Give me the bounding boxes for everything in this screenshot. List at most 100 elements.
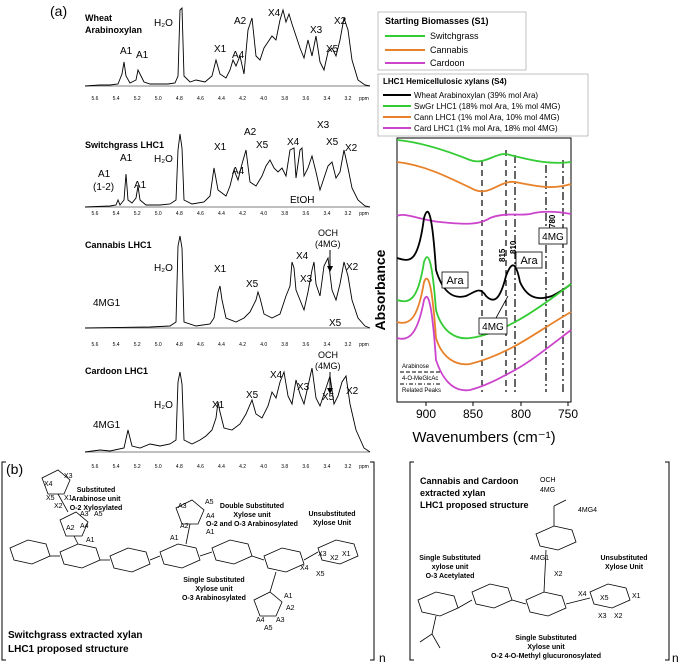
- ring-label: OCH: [540, 477, 556, 484]
- ppm-tick-label: 4.0: [260, 464, 267, 470]
- panel-a-label: (a): [50, 3, 67, 19]
- ring-label: X2: [614, 613, 623, 620]
- ppm-tick-label: 5.0: [155, 211, 162, 217]
- x-tick-label: 900: [416, 407, 436, 421]
- ring-label: A1: [284, 593, 293, 600]
- annotation: Unsubstituted: [600, 555, 647, 562]
- ppm-tick-label: 5.0: [155, 342, 162, 348]
- ring-label: X5: [46, 495, 55, 502]
- structure-title: LHC1 proposed structure: [420, 500, 529, 510]
- nmr-peak-label: X4: [287, 137, 300, 148]
- nmr-peak-label: X5: [246, 279, 259, 290]
- ppm-tick-label: 4.0: [260, 211, 267, 217]
- ring-label: A1: [170, 535, 179, 542]
- ppm-tick-label: 4.2: [239, 96, 246, 102]
- nmr-peak-label: A1: [120, 153, 133, 164]
- ring-label: X1: [342, 551, 351, 558]
- annotation: Unsubstituted: [308, 511, 355, 518]
- annotation: Xylose unit: [233, 512, 271, 519]
- nmr-peak-label: EtOH: [290, 195, 314, 206]
- ring-label: A3: [80, 511, 89, 518]
- nmr-peak-label: X3: [300, 274, 313, 285]
- ftir-x-axis: 900 850 800 750 Wavenumbers (cm⁻¹): [412, 402, 578, 446]
- annotation: Xylose unit: [195, 586, 233, 593]
- box-ara-label: Ara: [446, 275, 464, 287]
- ring-label: 4MG1: [530, 555, 549, 562]
- ring-label: A5: [94, 511, 103, 518]
- ppm-tick-label: 5.2: [134, 211, 141, 217]
- ppm-tick-label: 4.2: [239, 342, 246, 348]
- nmr-spectrum-cannabis: Cannabis LHC1 H₂O X1 X5 X4 OCH (4MG) X3 …: [84, 228, 371, 348]
- ring-label: X5: [316, 571, 325, 578]
- nmr-peak-label: X1: [214, 142, 227, 153]
- repeat-bracket: [409, 461, 414, 661]
- legend-s1-title: Starting Biomasses (S1): [385, 16, 489, 26]
- nmr-peak-label: (4MG): [315, 239, 341, 249]
- nmr-peak-label: H₂O: [154, 263, 173, 274]
- ppm-tick-label: 5.2: [134, 342, 141, 348]
- ppm-tick-label: 3.6: [302, 96, 309, 102]
- nmr-peak-label: A1: [98, 169, 111, 180]
- nmr-spectrum-wheat: Wheat Arabinoxylan A1 A1 H₂O X1 A4 A2 X4…: [84, 6, 371, 102]
- box-ara: [441, 271, 469, 289]
- arabinose-units: [41, 469, 283, 617]
- legend-label: Cannabis: [430, 45, 469, 55]
- legend-label: Cardoon: [430, 58, 465, 68]
- ring-label: X4: [44, 481, 53, 488]
- nmr-title: Wheat: [85, 13, 112, 23]
- ftir-frame: [396, 137, 572, 403]
- nmr-peak-label: 4MG1: [93, 420, 121, 431]
- ppm-tick-label: 4.2: [239, 211, 246, 217]
- nmr-peak-label: 4MG1: [93, 298, 121, 309]
- key-arabinose: Arabinose: [402, 364, 430, 370]
- key-related: Related Peaks: [402, 388, 441, 394]
- ppm-unit-label: ppm: [359, 342, 369, 348]
- ring-label: A5: [205, 499, 214, 506]
- ring-label: A2: [286, 605, 295, 612]
- ftir-xlabel: Wavenumbers (cm⁻¹): [412, 429, 555, 446]
- nmr-peak-label: X4: [296, 251, 309, 262]
- panel-b-label: (b): [6, 461, 23, 477]
- ppm-unit-label: ppm: [359, 96, 369, 102]
- ppm-unit-label: ppm: [359, 464, 369, 470]
- ppm-tick-label: 3.2: [345, 342, 352, 348]
- box-pointer: [495, 295, 509, 319]
- nmr-peak-label: A1: [120, 46, 133, 57]
- nmr-peak-label: X5: [246, 390, 259, 401]
- nmr-peak-label: OCH: [318, 228, 338, 238]
- nmr-peak-label: X2: [345, 143, 358, 154]
- ppm-tick-label: 3.4: [323, 464, 330, 470]
- nmr-peak-label: X3: [297, 382, 310, 393]
- ppm-tick-label: 3.2: [345, 464, 352, 470]
- box-ara-label: Ara: [520, 255, 538, 267]
- annotation: Single Substituted: [419, 555, 480, 562]
- ring-label: X2: [54, 503, 63, 510]
- ring-label: X3: [64, 473, 73, 480]
- ring-label: 4MG4: [578, 507, 597, 514]
- ppm-tick-label: 4.4: [218, 211, 225, 217]
- repeat-n: n: [672, 651, 679, 665]
- nmr-title: Cardoon LHC1: [85, 366, 148, 376]
- ring-label: X3: [318, 551, 327, 558]
- nmr-peak-label: (4MG): [315, 361, 341, 371]
- ppm-tick-label: 5.4: [113, 342, 120, 348]
- nmr-peak-label: (1-2): [93, 182, 114, 193]
- nmr-peak-label: OCH: [318, 350, 338, 360]
- ppm-tick-label: 4.0: [260, 96, 267, 102]
- annotation: Arabinose unit: [71, 496, 121, 503]
- annotation: O-2 4-O-Methyl glucuronosylated: [491, 653, 601, 660]
- annotation: Single Substituted: [183, 577, 244, 584]
- nmr-peak-label: A2: [234, 16, 247, 27]
- ring-label: A2: [66, 525, 75, 532]
- ppm-axis: 5.6 5.4 5.2 5.0 4.8 4.6 4.4 4.2 4.0 3.8 3.6 3.4 3.2 p…: [92, 342, 369, 348]
- ppm-tick-label: 4.6: [197, 464, 204, 470]
- x-tick-label: 800: [511, 407, 531, 421]
- ring-label: A1: [206, 529, 215, 536]
- ring-label: A4: [256, 617, 265, 624]
- annotation: O-3 Arabinosylated: [182, 595, 246, 602]
- ppm-tick-label: 4.0: [260, 342, 267, 348]
- nmr-peak-label: A4: [232, 50, 245, 61]
- legend-label: Card LHC1 (1% mol Ara, 18% mol 4MG): [414, 124, 558, 133]
- nmr-spectrum-cardoon: Cardoon LHC1 H₂O X1 X5 X4 X3 OCH (4MG) X…: [84, 350, 371, 470]
